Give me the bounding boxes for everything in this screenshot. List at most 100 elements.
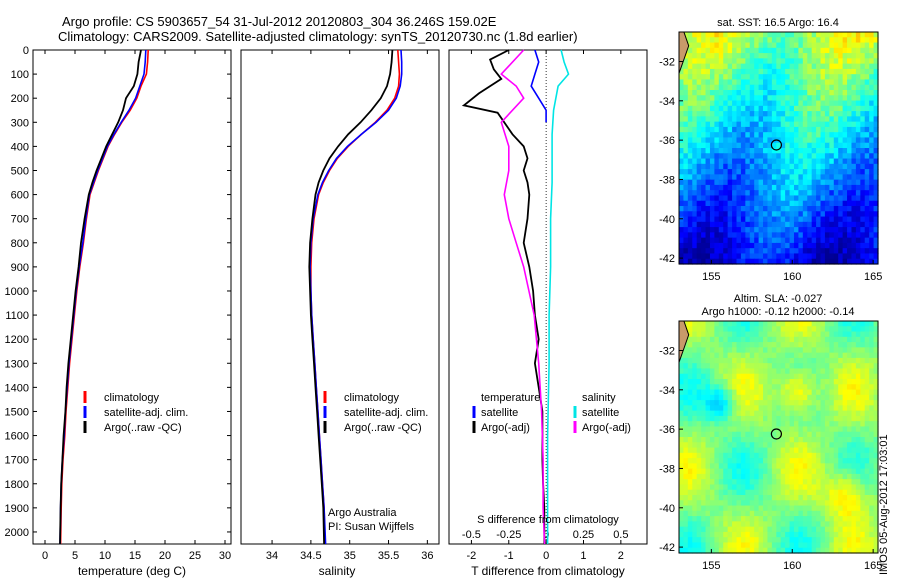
map-cell xyxy=(745,63,751,70)
map-cell xyxy=(855,357,861,364)
map-cell xyxy=(873,357,879,364)
map-cell xyxy=(687,384,693,391)
map-cell xyxy=(776,516,782,522)
map-cell xyxy=(745,121,751,128)
map-cell xyxy=(855,132,861,139)
map-cell xyxy=(727,495,733,501)
map-cell xyxy=(780,479,786,486)
map-cell xyxy=(816,174,822,181)
map-cell xyxy=(692,58,698,65)
map-cell xyxy=(714,410,720,417)
map-cell xyxy=(683,500,689,507)
map-cell xyxy=(732,195,738,202)
map-cell xyxy=(732,211,738,218)
map-cell xyxy=(736,426,742,433)
map-cell xyxy=(793,468,799,475)
map-cell xyxy=(745,200,751,207)
map-cell xyxy=(873,142,879,149)
map-cell xyxy=(780,421,786,428)
map-cell xyxy=(709,384,715,391)
map-cell xyxy=(802,163,808,170)
map-cell xyxy=(833,331,839,338)
map-cell xyxy=(679,74,685,81)
map-cell xyxy=(789,336,795,343)
map-cell xyxy=(855,68,861,75)
map-cell xyxy=(767,232,773,239)
map-cell xyxy=(732,227,738,233)
map-cell xyxy=(696,405,702,412)
map-cell xyxy=(740,42,746,49)
map-cell xyxy=(692,216,698,223)
map-cell xyxy=(767,79,773,86)
map-cell xyxy=(847,100,853,107)
map-cell xyxy=(683,74,689,81)
map-cell xyxy=(864,121,870,128)
map-cell xyxy=(714,63,720,70)
map-cell xyxy=(780,531,786,538)
map-cell xyxy=(785,468,791,475)
map-cell xyxy=(758,174,764,181)
map-cell xyxy=(873,542,879,549)
map-cell xyxy=(771,347,777,354)
map-cell xyxy=(714,258,720,265)
map-cell xyxy=(727,473,733,480)
map-cell xyxy=(687,363,693,370)
map-cell xyxy=(820,447,826,454)
map-cell xyxy=(758,495,764,501)
map-cell xyxy=(816,547,822,554)
map-cell xyxy=(767,195,773,202)
map-cell xyxy=(745,206,751,212)
map-cell xyxy=(847,174,853,181)
x-tick-label: 35.5 xyxy=(378,550,399,562)
map-cell xyxy=(736,58,742,65)
map-cell xyxy=(873,95,879,102)
map-cell xyxy=(847,242,853,249)
map-cell xyxy=(740,111,746,117)
map-cell xyxy=(838,53,844,59)
map-cell xyxy=(740,516,746,522)
map-cell xyxy=(705,368,711,375)
map-cell xyxy=(824,531,830,538)
map-cell xyxy=(727,479,733,486)
map-cell xyxy=(754,68,760,75)
map-cell xyxy=(820,352,826,359)
map-cell xyxy=(869,95,875,102)
map-cell xyxy=(763,347,769,354)
map-cell xyxy=(709,232,715,239)
map-cell xyxy=(718,510,724,517)
map-cell xyxy=(798,142,804,149)
sla-map xyxy=(678,320,879,554)
map-cell xyxy=(736,421,742,428)
map-cell xyxy=(842,342,848,348)
map-cell xyxy=(701,179,707,186)
map-cell xyxy=(864,452,870,459)
map-cell xyxy=(732,537,738,544)
map-cell xyxy=(763,184,769,191)
map-cell xyxy=(754,111,760,117)
map-cell xyxy=(718,394,724,401)
map-cell xyxy=(692,437,698,443)
depth-tick-label: 800 xyxy=(11,238,29,250)
map-cell xyxy=(869,195,875,202)
map-cell xyxy=(692,37,698,44)
map-cell xyxy=(705,326,711,333)
map-cell xyxy=(847,368,853,375)
map-cell xyxy=(776,405,782,412)
map-cell xyxy=(745,379,751,385)
map-cell xyxy=(833,174,839,181)
map-cell xyxy=(811,495,817,501)
map-cell xyxy=(869,42,875,49)
map-cell xyxy=(692,116,698,123)
map-cell xyxy=(860,100,866,107)
map-cell xyxy=(824,426,830,433)
map-cell xyxy=(798,100,804,107)
map-cell xyxy=(740,142,746,149)
annotation-argo-australia: Argo Australia xyxy=(328,507,397,519)
map-cell xyxy=(811,321,817,327)
map-cell xyxy=(789,384,795,391)
map-cell xyxy=(723,415,729,422)
map-cell xyxy=(709,357,715,364)
map-cell xyxy=(705,68,711,75)
legend-argo: Argo(..raw -QC) xyxy=(344,422,422,434)
map-cell xyxy=(740,32,746,38)
